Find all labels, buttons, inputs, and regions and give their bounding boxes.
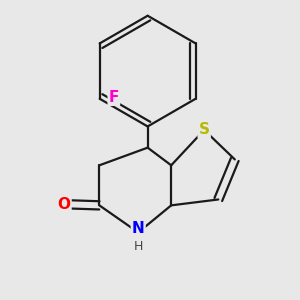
Text: F: F: [109, 90, 119, 105]
Text: S: S: [199, 122, 210, 137]
Text: H: H: [134, 240, 143, 253]
Text: O: O: [58, 197, 70, 212]
Text: N: N: [132, 220, 145, 236]
